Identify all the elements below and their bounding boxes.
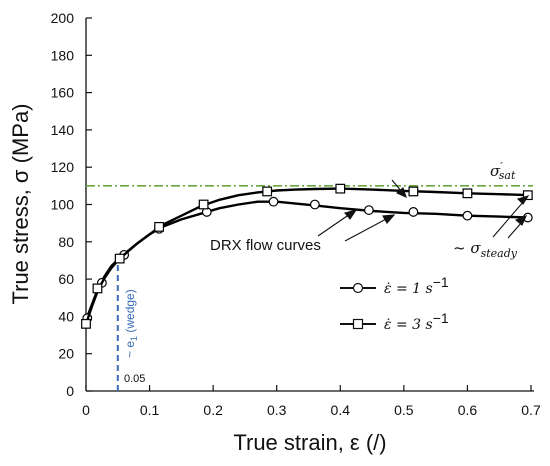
series-layer xyxy=(81,183,533,329)
drx-arrow-head-3 xyxy=(395,187,407,199)
x-ticks: 0 0.1 0.2 0.3 0.4 0.5 0.6 0.7 xyxy=(82,385,541,418)
wedge-label: ~ e1 (wedge) xyxy=(123,289,139,358)
sigma-steady-sub: steady xyxy=(481,247,518,260)
series-2-point xyxy=(154,221,165,232)
drx-arrow-line-1 xyxy=(317,213,351,237)
x-tick-label: 0.4 xyxy=(331,402,351,418)
legend-label-2-exp: −1 xyxy=(433,310,449,326)
x-tick-label: 0.3 xyxy=(267,402,287,418)
y-tick-label: 120 xyxy=(51,159,75,175)
y-axis-title: True stress, σ (MPa) xyxy=(8,103,33,304)
series-1-point xyxy=(408,207,419,217)
sigma-sat-label: σ′ sat xyxy=(490,160,516,182)
series-1-point xyxy=(309,199,320,210)
series-2-point xyxy=(522,190,533,201)
y-tick-label: 160 xyxy=(51,85,75,101)
series-2-point xyxy=(198,199,209,210)
y-tick-label: 80 xyxy=(58,234,74,250)
y-tick-label: 0 xyxy=(66,383,74,399)
legend-marker-square xyxy=(352,318,364,330)
legend-label-2-lhs: ε̇ = 3 s xyxy=(384,317,433,333)
series-2-point xyxy=(462,188,473,199)
series-1-point xyxy=(462,210,473,221)
y-tick-label: 100 xyxy=(51,197,75,213)
x-axis-title: True strain, ε (/) xyxy=(233,430,386,455)
legend-label-1-exp: −1 xyxy=(433,274,449,290)
steady-arrow-head-2 xyxy=(516,195,530,205)
legend-label-2: ε̇ = 3 s−1 xyxy=(384,310,449,333)
legend-label-1-lhs: ε̇ = 1 s xyxy=(384,281,433,297)
x-tick-label: 0.7 xyxy=(521,402,541,418)
steady-arrow-head-1 xyxy=(514,214,528,226)
series-1-line xyxy=(84,200,532,321)
sigma-steady-prefix: ~ σ xyxy=(453,239,481,257)
x-tick-label: 0.5 xyxy=(394,402,414,418)
y-tick-label: 180 xyxy=(51,47,75,63)
series-2-point xyxy=(262,186,273,197)
drx-arrow-head-2 xyxy=(382,214,396,224)
series-1-point xyxy=(363,205,374,215)
legend: ε̇ = 1 s−1 ε̇ = 3 s−1 xyxy=(340,274,449,333)
x-tick-label: 0.6 xyxy=(458,402,478,418)
wedge-prefix: ~ e xyxy=(123,341,137,358)
sigma-sat-prime: ′ xyxy=(500,160,503,173)
drx-arrows xyxy=(317,179,407,242)
sigma-steady-label: ~ σsteady xyxy=(453,239,518,260)
series-2-point xyxy=(408,186,419,197)
legend-label-1: ε̇ = 1 s−1 xyxy=(384,274,449,297)
series-1-point xyxy=(268,196,279,207)
series-2-point xyxy=(114,253,125,264)
series-2-point xyxy=(335,183,346,194)
wedge-suffix: (wedge) xyxy=(123,289,137,336)
y-tick-label: 60 xyxy=(58,271,74,287)
y-tick-label: 200 xyxy=(51,10,75,26)
legend-marker-circle xyxy=(352,282,364,294)
x-tick-label: 0.1 xyxy=(140,402,160,418)
series-2-point xyxy=(92,283,103,294)
y-tick-label: 140 xyxy=(51,122,75,138)
sigma-sat-sub: sat xyxy=(499,169,516,182)
drx-arrow-line-2 xyxy=(344,217,389,242)
sigma-sat-main: σ xyxy=(490,162,501,180)
steady-arrow-line-2 xyxy=(492,200,525,238)
x-tick-label: 0 xyxy=(82,402,90,418)
steady-arrows xyxy=(492,195,530,239)
x005-label: 0.05 xyxy=(124,373,145,385)
y-ticks: 0 20 40 60 80 100 120 140 160 180 200 xyxy=(51,10,92,399)
steady-arrow-line-1 xyxy=(507,221,523,239)
wedge-sub: 1 xyxy=(129,336,139,341)
y-tick-label: 40 xyxy=(58,308,74,324)
series-2-point xyxy=(81,318,91,329)
drx-arrow-head-1 xyxy=(344,209,358,220)
y-tick-label: 20 xyxy=(58,346,74,362)
x-tick-label: 0.2 xyxy=(203,402,223,418)
drx-label: DRX flow curves xyxy=(210,237,321,254)
